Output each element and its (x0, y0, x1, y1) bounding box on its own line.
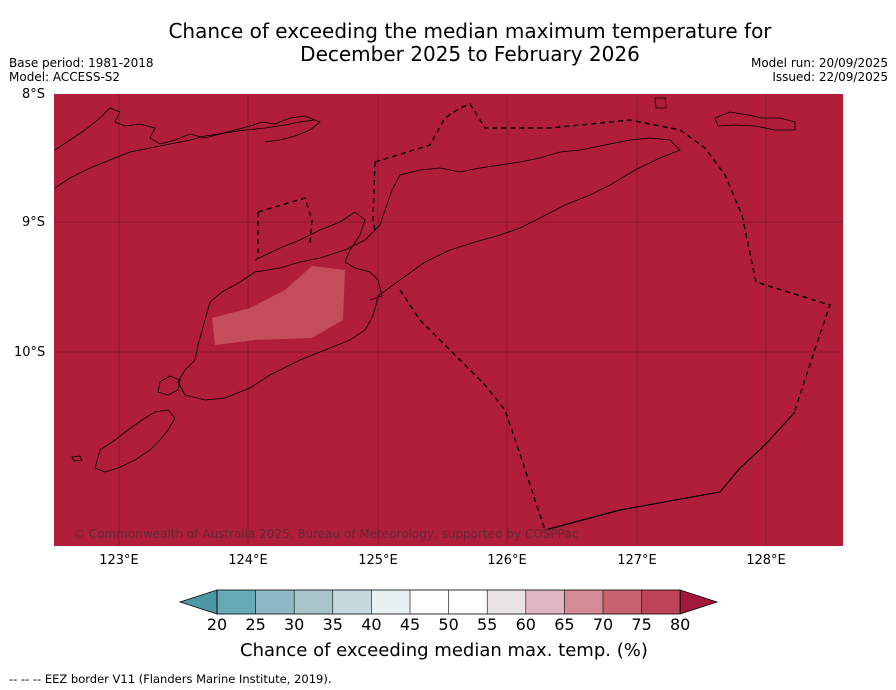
colorbar-segment (332, 590, 372, 614)
colorbar-tick-label: 70 (592, 615, 614, 634)
colorbar-segment (525, 590, 565, 614)
colorbar-segment (448, 590, 488, 614)
chart-title-line1: Chance of exceeding the median maximum t… (168, 19, 772, 43)
eez-borders (257, 103, 831, 531)
colorbar-segment (603, 590, 643, 614)
base-period: Base period: 1981-2018 (9, 56, 154, 70)
rote-island (94, 409, 176, 473)
lon-label-124e: 124°E (228, 553, 268, 568)
colorbar (178, 589, 719, 615)
lat-label-9s: 9°S (22, 215, 46, 230)
east-islands (714, 111, 796, 131)
lighter-probability-patch (212, 266, 345, 345)
model-name: Model: ACCESS-S2 (9, 70, 121, 84)
issued-date: Issued: 22/09/2025 (772, 70, 888, 84)
colorbar-segment (564, 590, 604, 614)
colorbar-tick-label: 25 (245, 615, 266, 634)
model-run: Model run: 20/09/2025 (750, 56, 888, 70)
eez-border-southeast (544, 411, 796, 531)
colorbar-segment (371, 590, 411, 614)
timor-west-coast (254, 211, 383, 301)
chart-title-line2: December 2025 to February 2026 (300, 42, 640, 66)
colorbar-tick-label: 30 (284, 615, 305, 634)
small-island-3 (71, 455, 83, 462)
timor-main-coast (177, 137, 681, 401)
colorbar-segment (294, 590, 334, 614)
colorbar-segment (410, 590, 450, 614)
lon-label-128e: 128°E (746, 553, 786, 568)
copyright-notice: © Commonwealth of Australia 2025, Bureau… (73, 527, 579, 541)
north-islands-coast (54, 107, 321, 151)
lon-label-127e: 127°E (617, 553, 657, 568)
colorbar-under-arrow (178, 589, 218, 615)
map-background (54, 94, 843, 546)
lat-label-10s: 10°S (14, 345, 46, 360)
eez-footer-note: -- -- -- EEZ border V11 (Flanders Marine… (9, 672, 332, 686)
colorbar-label: Chance of exceeding median max. temp. (%… (240, 640, 648, 661)
colorbar-tick-label: 45 (399, 615, 421, 634)
colorbar-tick-label: 55 (477, 615, 498, 634)
small-island-1 (157, 375, 181, 396)
colorbar-tick-label: 40 (361, 615, 382, 634)
colorbar-segment (255, 590, 295, 614)
colorbar-tick-label: 75 (631, 615, 652, 634)
colorbar-tick-label: 60 (515, 615, 536, 634)
colorbar-over-arrow (679, 589, 719, 615)
colorbar-tick-label: 65 (554, 615, 575, 634)
flores-coast (54, 119, 316, 189)
colorbar-tick-label: 80 (670, 615, 691, 634)
colorbar-tick-label: 20 (206, 615, 228, 634)
lon-label-125e: 125°E (358, 553, 398, 568)
eez-border-south (399, 289, 546, 531)
eez-border-north-east (372, 103, 831, 411)
lat-label-8s: 8°S (22, 87, 46, 102)
eez-solid-border (544, 411, 796, 531)
eez-border-west (257, 197, 313, 258)
colorbar-tick-label: 35 (322, 615, 343, 634)
colorbar-segment (217, 590, 257, 614)
small-island-2 (654, 97, 667, 109)
colorbar-tick-label: 50 (438, 615, 459, 634)
coastlines (54, 97, 796, 473)
colorbar-segment (641, 590, 681, 614)
lon-label-123e: 123°E (99, 553, 139, 568)
colorbar-segment (487, 590, 527, 614)
lon-label-126e: 126°E (487, 553, 527, 568)
